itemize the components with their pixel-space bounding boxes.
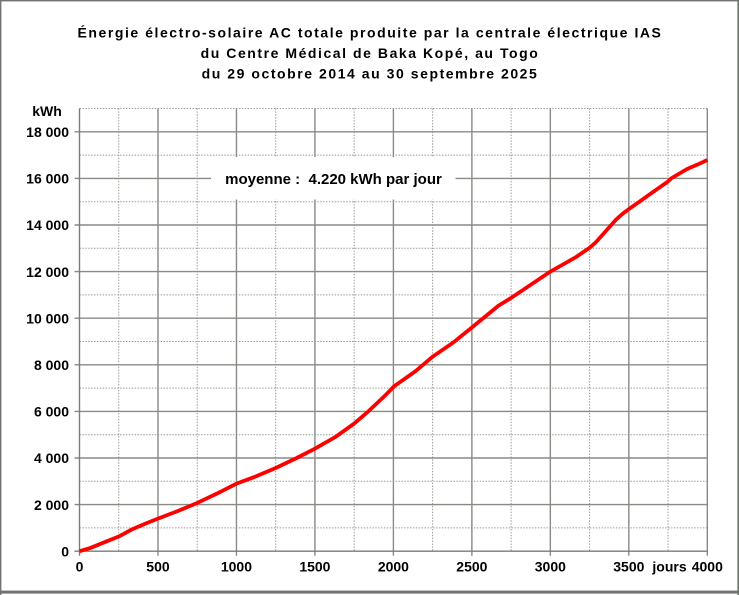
svg-text:18 000: 18 000: [26, 124, 69, 140]
svg-text:2500: 2500: [456, 558, 487, 574]
svg-text:3500: 3500: [613, 558, 644, 574]
svg-text:Énergie électro-solaire AC tot: Énergie électro-solaire AC totale produi…: [78, 24, 663, 40]
svg-text:6 000: 6 000: [34, 404, 69, 420]
svg-text:12 000: 12 000: [26, 264, 69, 280]
svg-text:4000: 4000: [692, 558, 723, 574]
svg-text:du 29 octobre 2014 au 30 septe: du 29 octobre 2014 au 30 septembre 2025: [202, 66, 539, 82]
svg-text:0: 0: [61, 543, 69, 559]
svg-text:du Centre Médical de Baka Kopé: du Centre Médical de Baka Kopé, au Togo: [201, 45, 540, 61]
svg-text:jours: jours: [651, 558, 686, 574]
svg-text:14 000: 14 000: [26, 217, 69, 233]
svg-text:8 000: 8 000: [34, 357, 69, 373]
svg-text:10 000: 10 000: [26, 310, 69, 326]
svg-text:moyenne : 4.220 kWh par jour: moyenne : 4.220 kWh par jour: [225, 171, 442, 188]
svg-text:1500: 1500: [299, 558, 330, 574]
svg-text:2 000: 2 000: [34, 497, 69, 513]
svg-text:0: 0: [76, 558, 84, 574]
svg-text:2000: 2000: [378, 558, 409, 574]
svg-text:1000: 1000: [221, 558, 252, 574]
svg-text:kWh: kWh: [32, 103, 62, 119]
svg-text:4 000: 4 000: [34, 450, 69, 466]
svg-text:16 000: 16 000: [26, 171, 69, 187]
svg-text:500: 500: [146, 558, 170, 574]
svg-text:3000: 3000: [535, 558, 566, 574]
